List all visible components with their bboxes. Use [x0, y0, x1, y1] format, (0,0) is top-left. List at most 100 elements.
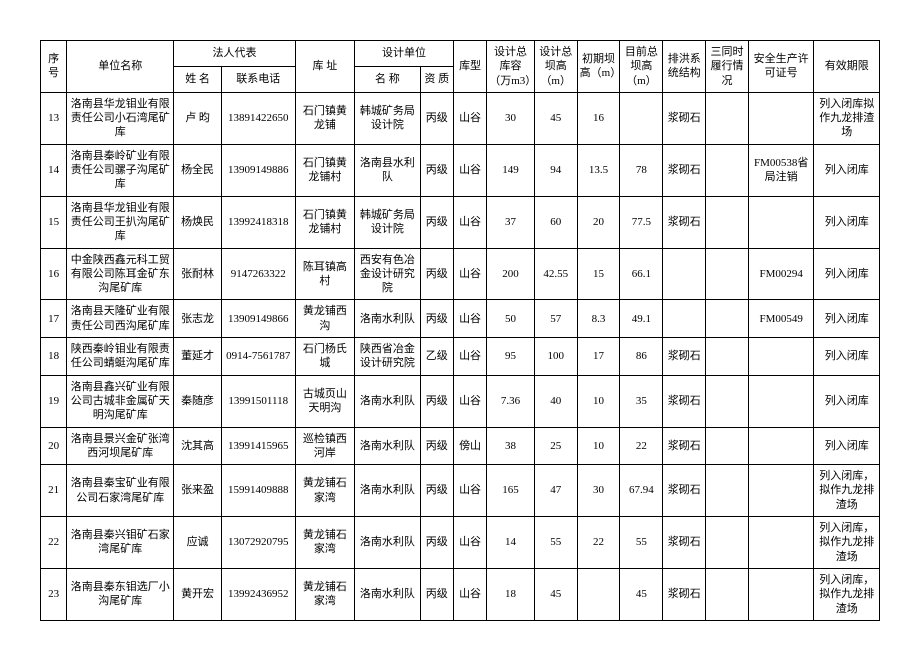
header-flood: 排洪系统结构 [663, 41, 706, 93]
cell-dam_h: 45 [534, 92, 577, 144]
header-legal-rep: 法人代表 [174, 41, 295, 67]
cell-capacity: 50 [487, 300, 535, 338]
cell-flood: 浆砌石 [663, 92, 706, 144]
cell-dam_h: 42.55 [534, 248, 577, 300]
cell-address: 石门镇黄龙铺村 [295, 144, 355, 196]
cell-design_name: 洛南县水利队 [355, 144, 420, 196]
cell-rep_phone: 13992418318 [221, 196, 295, 248]
cell-three_same [706, 338, 749, 376]
cell-type: 傍山 [453, 427, 486, 465]
cell-rep_name: 杨全民 [174, 144, 222, 196]
header-design-name: 名 称 [355, 66, 420, 92]
cell-cur_h: 35 [620, 375, 663, 427]
cell-type: 山谷 [453, 144, 486, 196]
cell-address: 黄龙铺石家湾 [295, 568, 355, 620]
cell-company: 洛南县华龙钼业有限责任公司王扒沟尾矿库 [67, 196, 174, 248]
cell-design_qual: 丙级 [420, 465, 453, 517]
cell-seq: 16 [41, 248, 67, 300]
cell-design_qual: 丙级 [420, 144, 453, 196]
cell-three_same [706, 568, 749, 620]
cell-company: 洛南县景兴金矿张湾西河坝尾矿库 [67, 427, 174, 465]
cell-type: 山谷 [453, 568, 486, 620]
table-row: 13洛南县华龙钼业有限责任公司小石湾尾矿库卢 昀13891422650石门镇黄龙… [41, 92, 880, 144]
cell-three_same [706, 375, 749, 427]
cell-company: 陕西秦岭钼业有限责任公司蜻蜓沟尾矿库 [67, 338, 174, 376]
cell-dam_h: 47 [534, 465, 577, 517]
header-capacity: 设计总库容（万m3） [487, 41, 535, 93]
cell-three_same [706, 300, 749, 338]
cell-design_qual: 丙级 [420, 375, 453, 427]
header-rep-name: 姓 名 [174, 66, 222, 92]
cell-dam_h: 100 [534, 338, 577, 376]
cell-dam_h: 57 [534, 300, 577, 338]
cell-company: 洛南县秦兴钼矿石家湾尾矿库 [67, 517, 174, 569]
cell-design_qual: 丙级 [420, 248, 453, 300]
cell-design_name: 陕西省冶金设计研究院 [355, 338, 420, 376]
cell-valid: 列入闭库 [814, 300, 880, 338]
cell-valid: 列入闭库 [814, 248, 880, 300]
cell-license [748, 517, 813, 569]
cell-flood [663, 248, 706, 300]
cell-design_qual: 丙级 [420, 517, 453, 569]
cell-dam_h: 55 [534, 517, 577, 569]
cell-valid: 列入闭库，拟作九龙排渣场 [814, 568, 880, 620]
cell-type: 山谷 [453, 517, 486, 569]
cell-rep_phone: 13991415965 [221, 427, 295, 465]
cell-valid: 列入闭库 [814, 427, 880, 465]
cell-type: 山谷 [453, 375, 486, 427]
cell-flood [663, 300, 706, 338]
cell-capacity: 30 [487, 92, 535, 144]
cell-cur_h [620, 92, 663, 144]
cell-flood: 浆砌石 [663, 517, 706, 569]
cell-cur_h: 55 [620, 517, 663, 569]
header-seq: 序号 [41, 41, 67, 93]
cell-dam_h: 25 [534, 427, 577, 465]
cell-dam_h: 94 [534, 144, 577, 196]
cell-company: 洛南县秦岭矿业有限责任公司骡子沟尾矿库 [67, 144, 174, 196]
cell-valid: 列入闭库，拟作九龙排渣场 [814, 465, 880, 517]
cell-dam_h: 60 [534, 196, 577, 248]
cell-cur_h: 66.1 [620, 248, 663, 300]
cell-flood: 浆砌石 [663, 465, 706, 517]
cell-cur_h: 67.94 [620, 465, 663, 517]
cell-dam_h: 45 [534, 568, 577, 620]
cell-design_qual: 丙级 [420, 568, 453, 620]
header-cur-h: 目前总坝高（m） [620, 41, 663, 93]
cell-cur_h: 86 [620, 338, 663, 376]
cell-design_qual: 丙级 [420, 92, 453, 144]
cell-init_h: 17 [577, 338, 620, 376]
cell-license [748, 568, 813, 620]
cell-type: 山谷 [453, 196, 486, 248]
table-row: 15洛南县华龙钼业有限责任公司王扒沟尾矿库杨焕民13992418318石门镇黄龙… [41, 196, 880, 248]
table-header: 序号 单位名称 法人代表 库 址 设计单位 库型 设计总库容（万m3） 设计总坝… [41, 41, 880, 93]
cell-design_name: 洛南水利队 [355, 427, 420, 465]
cell-flood: 浆砌石 [663, 144, 706, 196]
header-license: 安全生产许可证号 [748, 41, 813, 93]
cell-seq: 21 [41, 465, 67, 517]
header-company: 单位名称 [67, 41, 174, 93]
cell-cur_h: 77.5 [620, 196, 663, 248]
header-init-h: 初期坝高（m） [577, 41, 620, 93]
cell-dam_h: 40 [534, 375, 577, 427]
cell-license: FM00549 [748, 300, 813, 338]
cell-design_name: 洛南水利队 [355, 300, 420, 338]
cell-rep_name: 张志龙 [174, 300, 222, 338]
cell-init_h: 15 [577, 248, 620, 300]
cell-design_name: 西安有色冶金设计研究院 [355, 248, 420, 300]
cell-rep_phone: 13909149886 [221, 144, 295, 196]
cell-address: 陈耳镇高村 [295, 248, 355, 300]
cell-capacity: 37 [487, 196, 535, 248]
cell-address: 石门镇黄龙铺村 [295, 196, 355, 248]
cell-seq: 22 [41, 517, 67, 569]
cell-rep_name: 应诚 [174, 517, 222, 569]
header-address: 库 址 [295, 41, 355, 93]
cell-seq: 15 [41, 196, 67, 248]
cell-address: 黄龙铺石家湾 [295, 465, 355, 517]
table-row: 17洛南县天隆矿业有限责任公司西沟尾矿库张志龙13909149866黄龙铺西沟洛… [41, 300, 880, 338]
cell-valid: 列入闭库拟作九龙排渣场 [814, 92, 880, 144]
header-valid: 有效期限 [814, 41, 880, 93]
cell-capacity: 95 [487, 338, 535, 376]
cell-rep_name: 张来盈 [174, 465, 222, 517]
cell-flood: 浆砌石 [663, 338, 706, 376]
cell-license [748, 465, 813, 517]
